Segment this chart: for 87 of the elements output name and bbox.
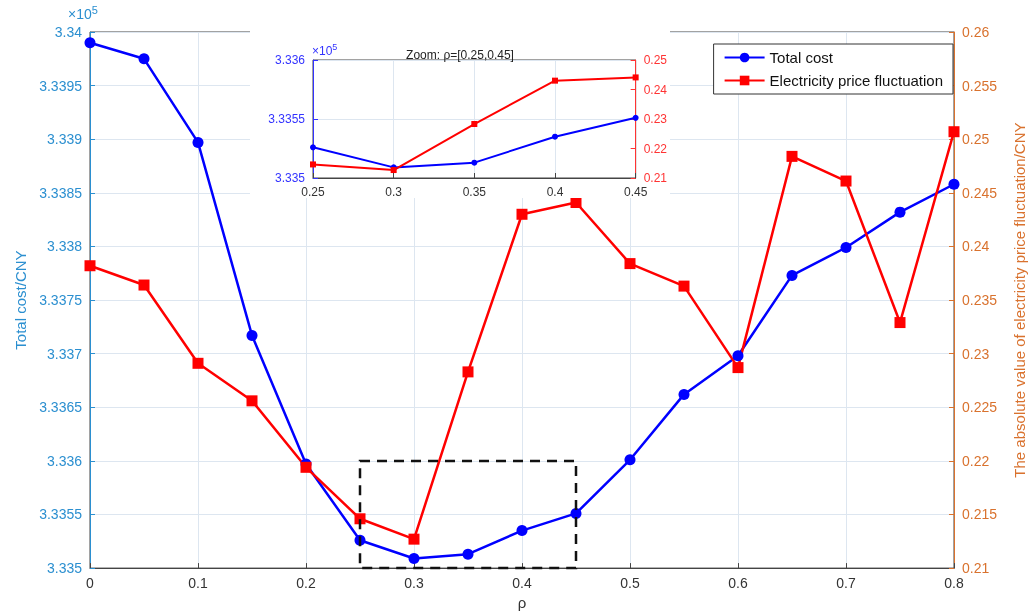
y-tick-label: 3.336 [274,53,306,67]
point [408,552,420,564]
point [192,136,204,148]
y2-tick-label: 0.23 [643,112,668,126]
point [732,362,744,374]
y2-tick-label: 0.21 [962,560,990,577]
y-tick-label: 3.339 [46,131,83,148]
y-tick-label: 3.338 [46,238,83,255]
point [551,133,558,140]
x-tick-label: 0.35 [462,185,487,199]
y-tick-label: 3.34 [54,24,83,40]
point [948,178,960,190]
point [310,161,316,168]
point [786,150,798,162]
chart-title: Zoom: ρ=[0.25,0.45] [406,48,514,62]
point [632,114,639,121]
x-tick-label: 0.3 [385,185,403,199]
y-tick-label: 3.336 [46,452,83,469]
point [516,208,528,220]
point [516,525,528,537]
y-tick-label: 3.3355 [268,112,306,126]
point [192,357,204,369]
y-tick-label: 3.3385 [39,184,83,201]
y2-tick-label: 0.26 [962,24,990,40]
x-tick-label: 0.25 [301,185,325,199]
legend-label: Electricity price fluctuation [769,72,944,89]
x-tick-label: 0.4 [512,575,532,592]
x-tick-label: 0.45 [623,185,648,199]
x-tick-label: 0.6 [728,575,748,592]
y2-tick-label: 0.25 [643,53,668,67]
point [840,175,852,187]
point [948,126,960,138]
point [551,77,558,84]
x-tick-label: 0.1 [188,575,208,592]
x-tick-label: 0.5 [620,575,640,592]
point [138,279,150,291]
point [894,317,906,329]
point [462,366,474,378]
x-tick-label: 0.4 [546,185,564,199]
point [624,258,636,270]
point [471,159,478,166]
legend-label: Total cost [769,49,834,66]
x-tick-label: 0.3 [404,575,424,592]
point [732,350,744,362]
point [310,144,316,151]
y2-tick-label: 0.245 [962,184,998,201]
y-tick-label: 3.337 [46,345,83,362]
y2-tick-label: 0.24 [643,82,668,97]
point [84,37,96,49]
x-tick-label: 0.2 [296,575,316,592]
y2-tick-label: 0.22 [643,141,668,156]
x-tick-label: 0.7 [836,575,856,592]
point [246,395,258,407]
y2-tick-label: 0.255 [962,77,998,94]
point [246,329,258,341]
x-axis-title: ρ [517,594,527,611]
point [894,206,906,218]
y-tick-label: 3.3375 [39,292,83,309]
y-tick-label: 3.335 [46,560,83,577]
point [354,513,366,525]
point [840,242,852,254]
y2-tick-label: 0.235 [962,292,998,309]
y2-tick-label: 0.25 [962,131,990,148]
point [624,454,636,466]
y-tick-label: 3.335 [274,171,306,185]
y-tick-label: 3.3355 [39,506,83,523]
point [138,53,150,65]
y2-tick-label: 0.24 [962,238,990,255]
y2-axis-title: The absolute value of electricity price fluctuation/CNY [1011,122,1028,478]
y2-tick-label: 0.23 [962,345,990,362]
point [471,121,478,128]
x-tick-label: 0 [86,575,95,592]
point [408,533,420,545]
point [84,260,96,272]
point [678,280,690,292]
point [678,388,690,400]
y2-tick-label: 0.22 [962,452,990,469]
point [786,269,798,281]
y-tick-label: 3.3395 [39,77,83,94]
y-axis-title: Total cost/CNY [12,250,29,350]
y2-tick-label: 0.215 [962,506,998,523]
point [632,74,639,81]
x-tick-label: 0.8 [944,575,964,592]
y2-tick-label: 0.21 [643,171,668,185]
y2-tick-label: 0.225 [962,399,998,416]
y-tick-label: 3.3365 [39,399,83,416]
point [462,548,474,560]
